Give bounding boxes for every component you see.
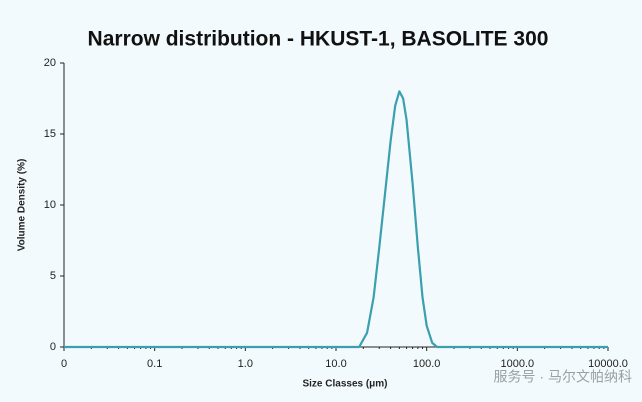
x-tick-label: 1.0: [238, 358, 253, 370]
chart-title: Narrow distribution - HKUST-1, BASOLITE …: [88, 28, 549, 51]
distribution-line: [64, 90, 608, 349]
y-tick-label: 5: [50, 270, 56, 282]
x-tick-label: 10000.0: [588, 358, 628, 370]
x-tick-label: 0: [61, 358, 67, 370]
watermark: 服务号 · 马尔文帕纳科: [494, 369, 632, 385]
y-axis-label: Volume Density (%): [17, 159, 28, 252]
y-tick-label: 15: [44, 128, 56, 140]
x-axis-label: Size Classes (μm): [302, 379, 387, 390]
x-tick-label: 1000.0: [501, 358, 535, 370]
y-tick-label: 10: [44, 199, 56, 211]
x-tick-label: 0.1: [147, 358, 162, 370]
y-tick-label: 20: [44, 57, 56, 69]
y-tick-label: 0: [50, 341, 56, 353]
x-tick-label: 100.0: [413, 358, 441, 370]
x-tick-label: 10.0: [325, 358, 346, 370]
